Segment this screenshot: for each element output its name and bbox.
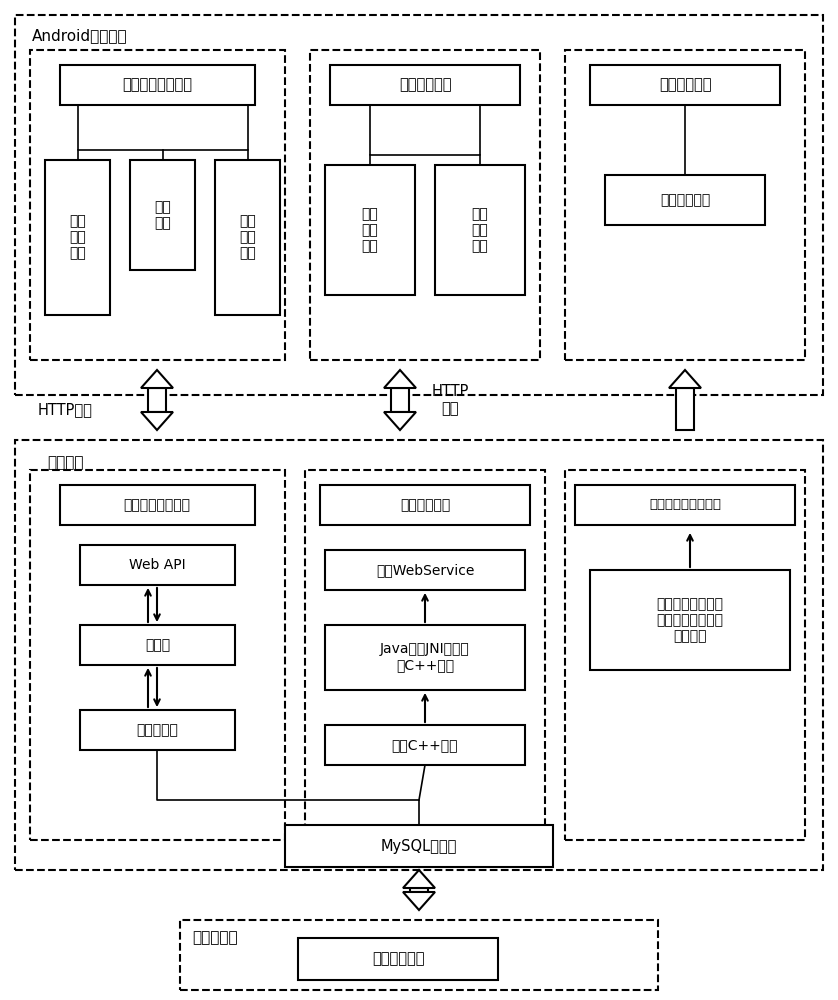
Polygon shape — [384, 370, 416, 388]
Bar — [605, 175, 765, 225]
Bar — [590, 570, 790, 670]
Bar — [410, 888, 428, 892]
Bar — [575, 485, 795, 525]
Polygon shape — [141, 412, 173, 430]
Bar — [325, 625, 525, 690]
Bar — [148, 388, 166, 412]
Text: 服务端检测到故障
时根据为相应客户
推送消息: 服务端检测到故障 时根据为相应客户 推送消息 — [656, 597, 723, 643]
Text: 设定
结果
显示: 设定 结果 显示 — [472, 207, 489, 253]
Text: 边界
条件
设定: 边界 条件 设定 — [362, 207, 379, 253]
Bar — [310, 50, 540, 360]
Bar — [325, 165, 415, 295]
Bar — [298, 938, 498, 980]
Text: MySQL数据库: MySQL数据库 — [380, 838, 458, 854]
Text: Android移动终端: Android移动终端 — [32, 28, 128, 43]
Text: 设定算法模块: 设定算法模块 — [400, 498, 450, 512]
Bar — [285, 825, 553, 867]
Polygon shape — [669, 370, 701, 388]
Bar — [80, 625, 235, 665]
Bar — [130, 160, 195, 270]
Text: 服务层: 服务层 — [145, 638, 170, 652]
Bar — [30, 470, 285, 840]
Polygon shape — [384, 412, 416, 430]
Bar — [320, 485, 530, 525]
Text: HTTP
协议: HTTP 协议 — [432, 384, 468, 416]
Bar — [325, 550, 525, 590]
Text: 过程
参数
监视: 过程 参数 监视 — [69, 214, 85, 261]
Text: 数据访问层: 数据访问层 — [137, 723, 178, 737]
Bar — [305, 470, 545, 840]
Bar — [565, 470, 805, 840]
Text: 发布WebService: 发布WebService — [375, 563, 474, 577]
Bar — [15, 440, 823, 870]
Text: 工艺参数监视模块: 工艺参数监视模块 — [122, 78, 192, 93]
Polygon shape — [141, 370, 173, 388]
Polygon shape — [403, 870, 435, 888]
Text: 故障消息推送: 故障消息推送 — [660, 193, 710, 207]
Bar — [80, 710, 235, 750]
Bar — [435, 165, 525, 295]
Text: 本地服务器: 本地服务器 — [192, 930, 238, 945]
Bar — [80, 545, 235, 585]
Text: 消息推送服务端模块: 消息推送服务端模块 — [649, 498, 721, 512]
Bar — [60, 65, 255, 105]
Text: 实时数据发布模块: 实时数据发布模块 — [123, 498, 190, 512]
Bar — [215, 160, 280, 315]
Text: 实时
曲线
趋势: 实时 曲线 趋势 — [239, 214, 256, 261]
Text: Java利用JNI技术调
用C++程序: Java利用JNI技术调 用C++程序 — [380, 642, 470, 673]
Bar — [180, 920, 658, 990]
Text: 电流设定模块: 电流设定模块 — [399, 78, 451, 93]
Bar — [30, 50, 285, 360]
Text: 状态
监视: 状态 监视 — [154, 200, 171, 230]
Text: HTTP协议: HTTP协议 — [38, 402, 92, 418]
Text: 云服务器: 云服务器 — [47, 455, 83, 470]
Text: 故障报警模块: 故障报警模块 — [659, 78, 711, 93]
Text: Web API: Web API — [129, 558, 186, 572]
Text: 编写C++算法: 编写C++算法 — [391, 738, 458, 752]
Bar — [60, 485, 255, 525]
Bar — [325, 725, 525, 765]
Bar — [590, 65, 780, 105]
Polygon shape — [403, 892, 435, 910]
Text: 串口通信模块: 串口通信模块 — [372, 952, 424, 966]
Bar — [565, 50, 805, 360]
Bar — [15, 15, 823, 395]
Bar — [45, 160, 110, 315]
Bar — [391, 388, 409, 412]
Bar — [330, 65, 520, 105]
Bar — [676, 388, 694, 430]
